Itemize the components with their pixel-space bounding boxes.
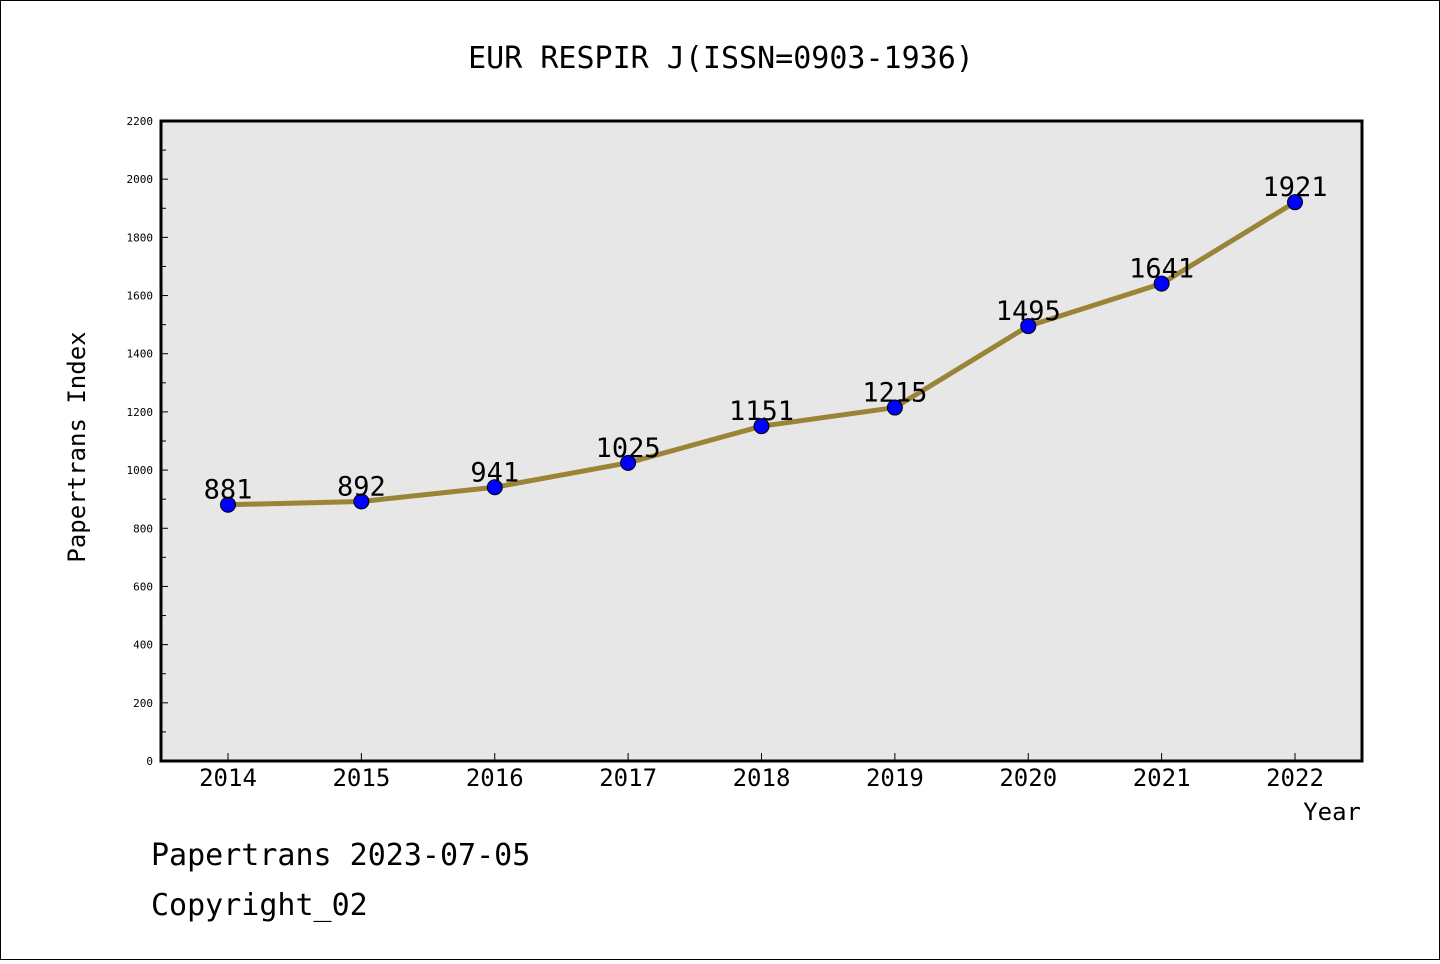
y-tick-label: 1200 (127, 406, 154, 419)
y-tick-label: 200 (133, 697, 153, 710)
data-label: 881 (204, 475, 253, 506)
y-axis-label: Papertrans Index (63, 331, 91, 562)
y-tick-label: 1600 (127, 290, 154, 303)
data-point (886, 399, 903, 416)
y-tick-label: 600 (133, 580, 153, 593)
y-tick-label: 1400 (127, 348, 154, 361)
data-label: 1495 (996, 296, 1061, 327)
x-tick-label: 2016 (466, 764, 524, 792)
data-point (353, 493, 370, 510)
data-label: 941 (470, 457, 519, 488)
x-tick-label: 2020 (999, 764, 1057, 792)
plot-area (161, 121, 1362, 761)
x-tick-label: 2018 (733, 764, 791, 792)
x-tick-label: 2021 (1133, 764, 1191, 792)
footer-date: Papertrans 2023-07-05 (151, 838, 530, 873)
x-axis-label: Year (1303, 798, 1361, 826)
data-point (1020, 318, 1037, 335)
data-point (220, 496, 236, 513)
data-point (1287, 194, 1303, 211)
data-point (486, 479, 503, 496)
y-tick-label: 1800 (127, 231, 154, 244)
chart-title: EUR RESPIR J(ISSN=0903-1936) (468, 41, 974, 76)
data-label: 1641 (1129, 254, 1194, 285)
y-tick-label: 2200 (127, 115, 154, 128)
x-tick-label: 2017 (599, 764, 657, 792)
y-tick-label: 2000 (127, 173, 154, 186)
data-label: 1151 (729, 396, 794, 427)
footer-copyright: Copyright_02 (151, 888, 368, 923)
data-label: 1215 (862, 378, 927, 409)
y-tick-label: 400 (133, 639, 153, 652)
y-tick-label: 800 (133, 522, 153, 535)
data-point (753, 418, 770, 435)
x-tick-label: 2022 (1266, 764, 1324, 792)
x-tick-label: 2014 (199, 764, 257, 792)
data-label: 892 (337, 472, 386, 503)
data-point (1153, 275, 1170, 292)
data-point (620, 454, 637, 471)
x-tick-label: 2019 (866, 764, 924, 792)
series-layer: 881 892 941 1025 1151 1215 1495 1641 1921 (204, 172, 1328, 513)
y-axis: 0 200 400 600 800 1000 1200 1400 1600 1800 2000 220… (127, 115, 168, 768)
data-label: 1921 (1262, 172, 1327, 203)
plot-border (159, 119, 1364, 763)
data-label: 1025 (596, 433, 661, 464)
y-tick-label: 1000 (127, 464, 154, 477)
x-axis: 2014 2015 2016 2017 2018 2019 2020 2021 2022 (199, 753, 1324, 792)
y-tick-label: 0 (146, 755, 153, 768)
x-tick-label: 2015 (332, 764, 390, 792)
